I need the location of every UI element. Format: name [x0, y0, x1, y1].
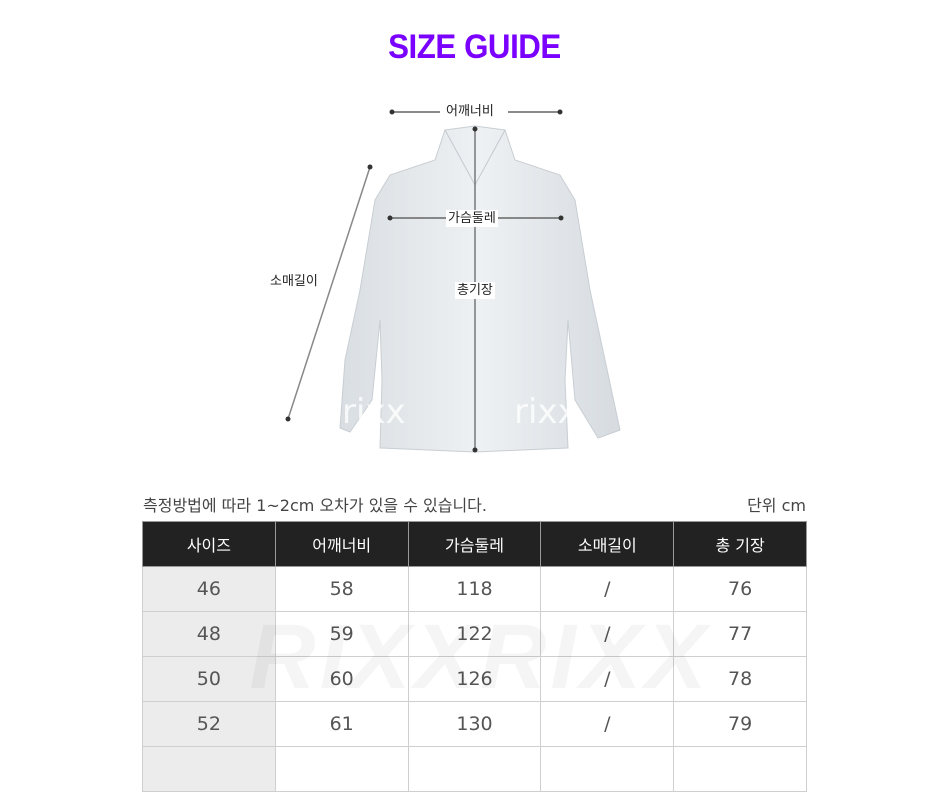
measure-dot [389, 109, 395, 115]
table-cell: 61 [274, 701, 409, 747]
watermark-logo: rixx [342, 392, 406, 432]
table-cell: 58 [274, 566, 409, 612]
table-cell [540, 746, 675, 792]
sleeve-line [287, 166, 371, 420]
measure-dot [557, 109, 563, 115]
table-cell: 59 [274, 611, 409, 657]
table-cell: / [540, 656, 675, 702]
table-cell: 126 [407, 656, 542, 702]
header-chest: 가슴둘레 [407, 521, 542, 567]
table-row: 48 59 122/77 [142, 611, 807, 657]
sleeve-label: 소매길이 [270, 274, 318, 289]
measure-dot [472, 126, 478, 132]
watermark-logo: rixx [514, 392, 578, 432]
table-cell: / [540, 566, 675, 612]
length-label: 총기장 [455, 282, 495, 299]
table-cell: 76 [673, 566, 807, 612]
table-cell: 48 [142, 611, 276, 657]
shirt-diagram: 어깨너비 가슴둘레 소매길이 총기장 rixx rixx [270, 104, 621, 453]
header-sleeve: 소매길이 [540, 521, 675, 567]
shirt-image [285, 109, 621, 453]
table-cell [274, 746, 409, 792]
header-length: 총 기장 [673, 521, 807, 567]
measure-dot [285, 416, 291, 422]
table-cell: 46 [142, 566, 276, 612]
table-cell: 52 [142, 701, 276, 747]
table-cell: / [540, 611, 675, 657]
measure-dot [472, 447, 478, 453]
table-header-row: 사이즈 어깨너비 가슴둘레 소매길이 총 기장 [142, 521, 807, 567]
table-cell: / [540, 701, 675, 747]
table-cell: 77 [673, 611, 807, 657]
table-row: 46 58 118/76 [142, 566, 807, 612]
table-cell [673, 746, 807, 792]
table-cell: 130 [407, 701, 542, 747]
page-title: SIZE GUIDE [388, 28, 561, 66]
table-cell: 50 [142, 656, 276, 702]
table-cell [142, 746, 276, 792]
shoulder-label: 어깨너비 [446, 104, 494, 119]
header-shoulder: 어깨너비 [274, 521, 409, 567]
table-row [142, 746, 807, 792]
table-cell: 79 [673, 701, 807, 747]
unit-label: 단위 cm [747, 496, 806, 515]
measurement-note: 측정방법에 따라 1~2cm 오차가 있을 수 있습니다. [143, 496, 487, 515]
table-cell: 118 [407, 566, 542, 612]
measure-dot [558, 215, 564, 221]
measure-dot [387, 215, 393, 221]
table-cell: 60 [274, 656, 409, 702]
size-table-body: 46 58 118/76 48 59 122/77 50 60 126/78 52 61 130/79 [142, 566, 807, 792]
table-cell [407, 746, 542, 792]
table-row: 52 61 130/79 [142, 701, 807, 747]
table-row: 50 60 126/78 [142, 656, 807, 702]
measure-dot [367, 164, 373, 170]
header-size: 사이즈 [142, 521, 276, 567]
chest-label: 가슴둘레 [446, 210, 498, 227]
size-table: 사이즈 어깨너비 가슴둘레 소매길이 총 기장 46 58 118/76 48 59 12… [142, 521, 807, 792]
table-cell: 122 [407, 611, 542, 657]
table-cell: 78 [673, 656, 807, 702]
